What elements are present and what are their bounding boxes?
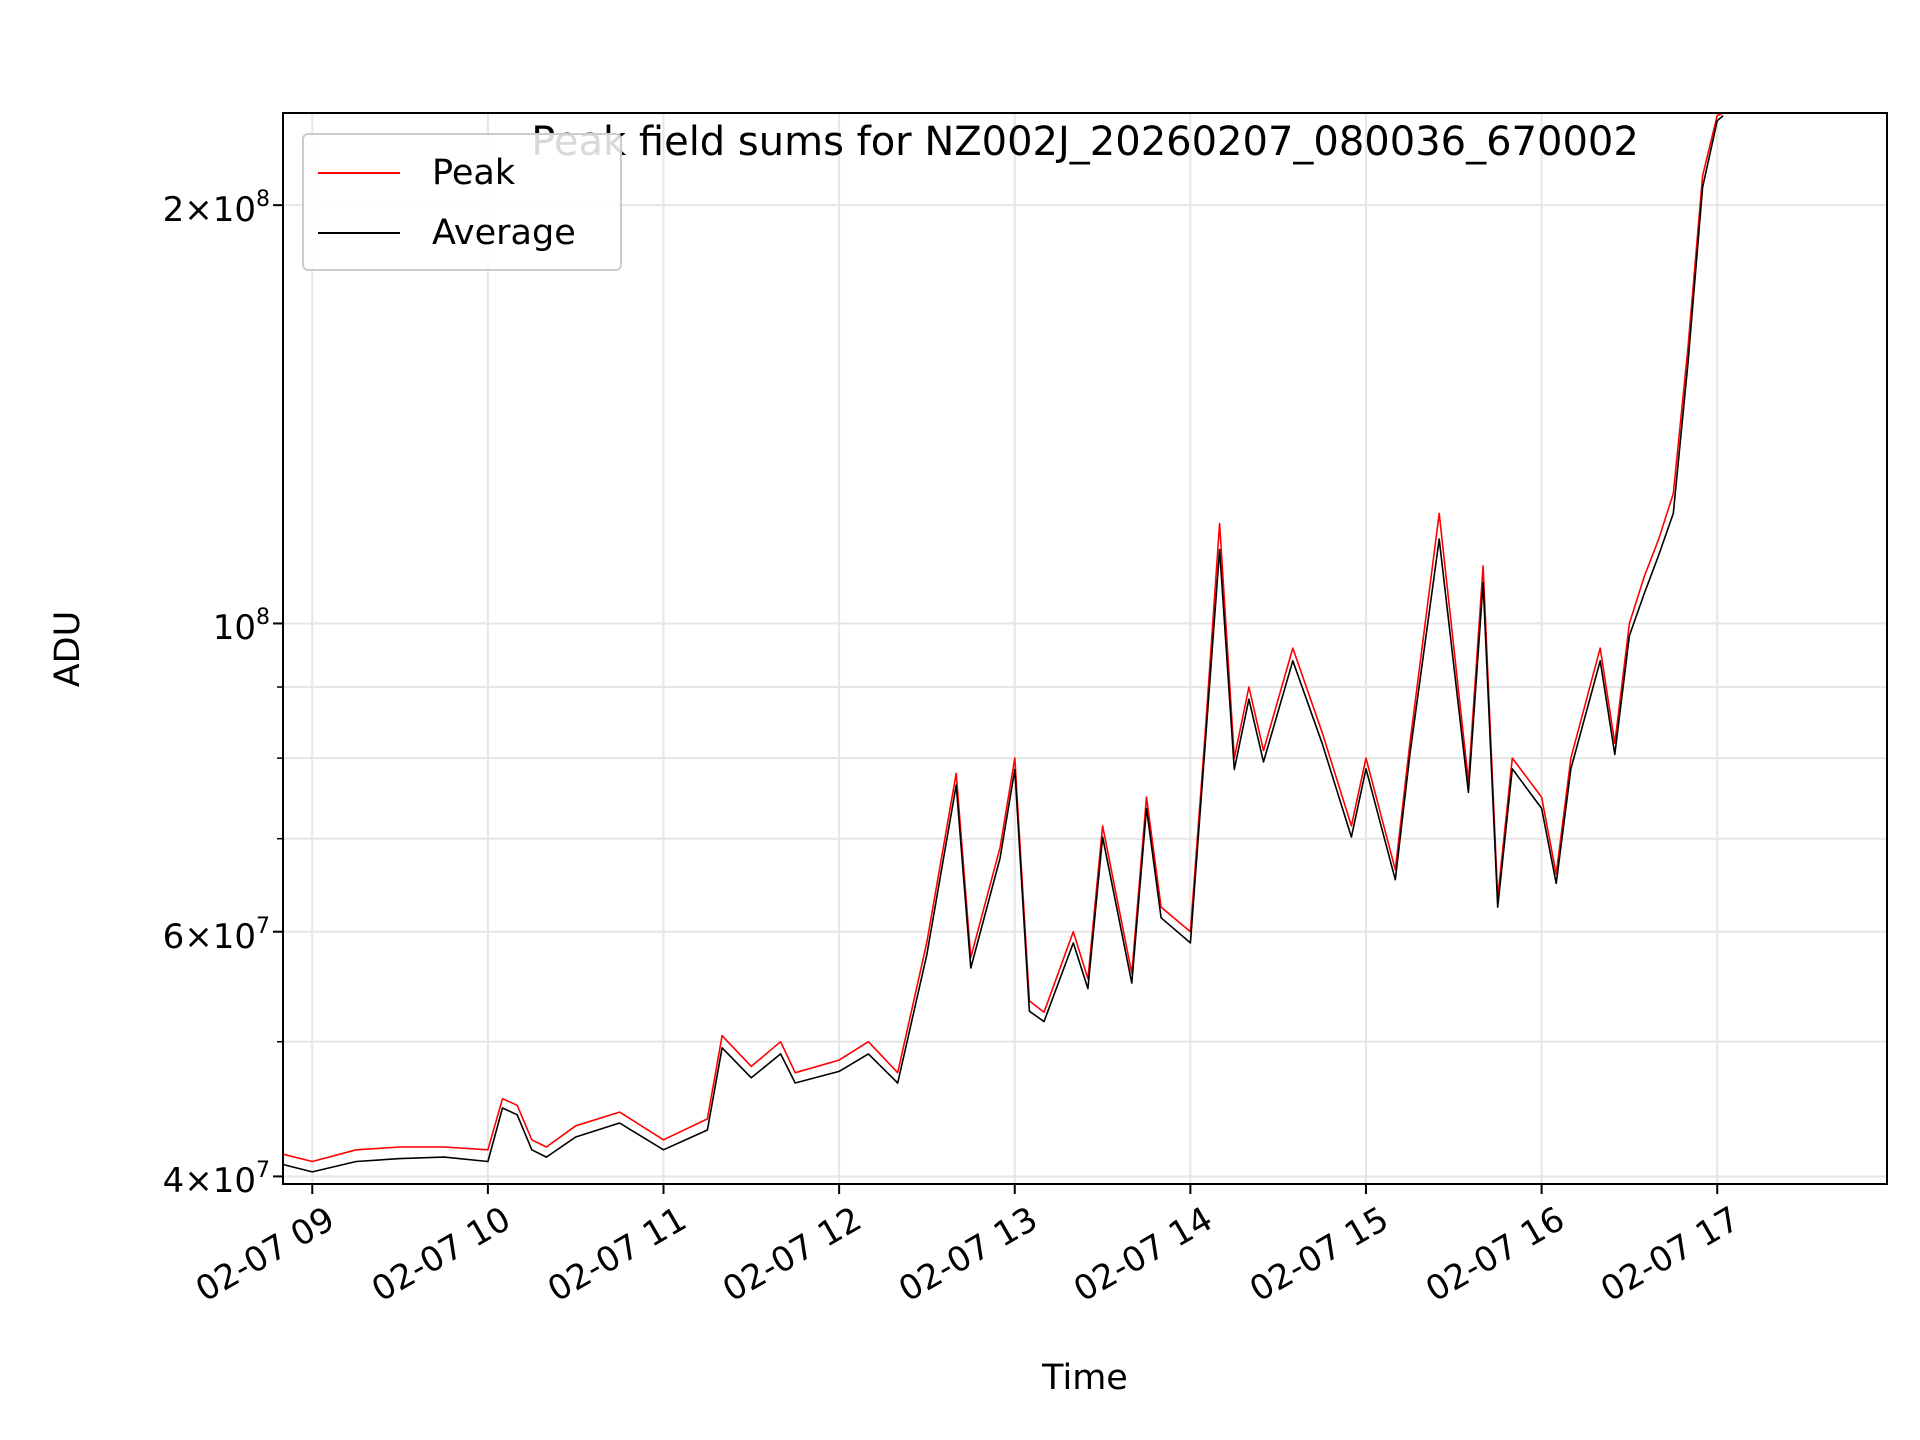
legend-item-average: Average	[318, 213, 576, 253]
tick-layer	[273, 204, 1719, 1194]
legend-label-peak: Peak	[432, 153, 516, 193]
y-tick-label: 4×107	[162, 1158, 270, 1202]
y-axis-label: ADU	[48, 610, 88, 688]
y-tick-label: 108	[212, 605, 270, 649]
series-line-peak	[282, 112, 1724, 1163]
legend-swatch-peak	[318, 172, 400, 174]
y-tick-label: 6×107	[162, 913, 270, 957]
grid-layer	[283, 113, 1887, 1184]
series-line-average	[282, 114, 1724, 1173]
legend-item-peak: Peak	[318, 153, 515, 193]
legend: Peak Average	[302, 133, 622, 271]
x-axis-label: Time	[1042, 1358, 1128, 1398]
chart-title: Peak field sums for NZ002J_20260207_0800…	[531, 119, 1639, 165]
legend-label-average: Average	[432, 213, 576, 253]
y-tick-label: 2×108	[162, 187, 270, 231]
series-layer	[282, 112, 1724, 1173]
plot-frame	[282, 112, 1888, 1185]
legend-swatch-average	[318, 232, 400, 234]
